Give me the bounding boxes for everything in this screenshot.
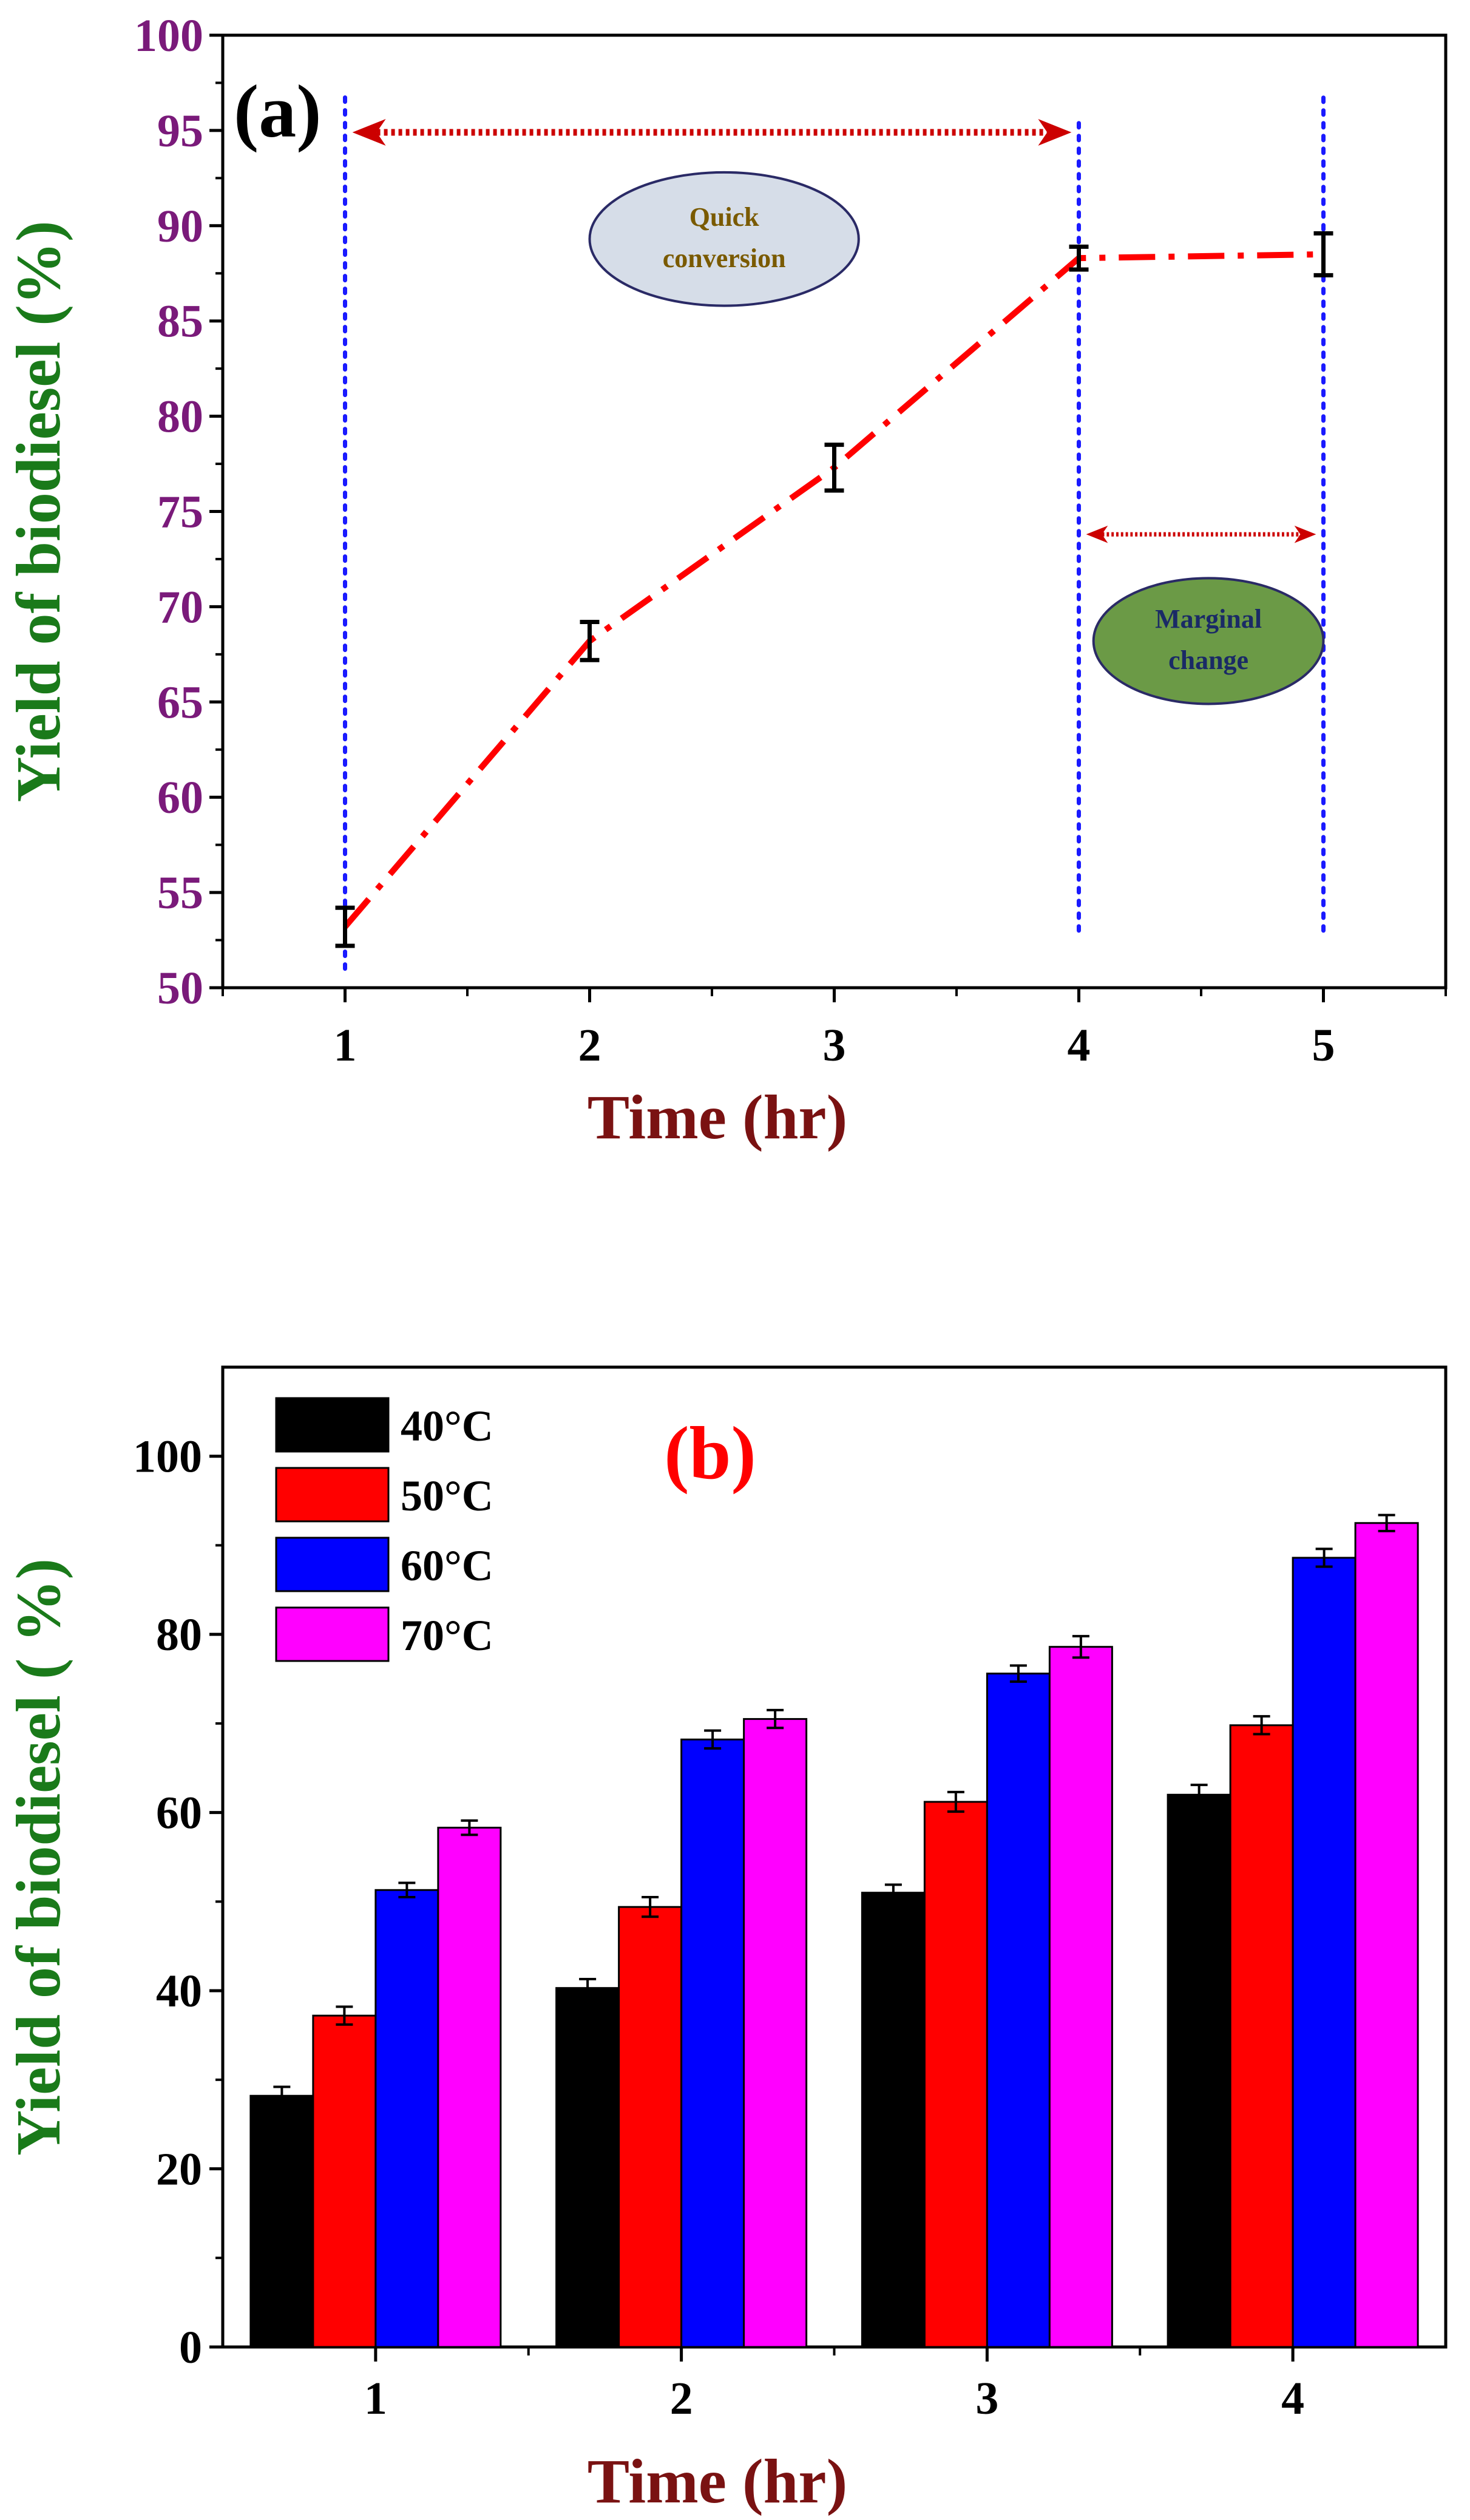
bar-40c	[249, 2094, 314, 2348]
panel-label-b: (b)	[664, 1411, 756, 1495]
arrow-head-left	[352, 119, 386, 146]
y-tick-label-a: 65	[157, 677, 203, 728]
plot-frame-a	[221, 33, 1448, 990]
bar-50c	[618, 1906, 683, 2348]
quick-conversion-ellipse	[588, 171, 860, 307]
y-axis-title-b: Yield of biodiesel ( %)	[4, 1558, 73, 2156]
x-tick-label-b: 2	[670, 2373, 693, 2424]
panel-label-a: (a)	[234, 70, 322, 153]
x-tick-label-b: 1	[364, 2373, 387, 2424]
legend-swatch	[275, 1397, 390, 1453]
annotation-text: conversion	[663, 243, 786, 273]
y-tick-label-a: 90	[157, 201, 203, 252]
y-tick-label-b: 20	[156, 2144, 202, 2195]
y-tick-label-b: 60	[156, 1788, 202, 1839]
x-tick-label-a: 5	[1312, 1020, 1335, 1071]
bar-70c	[1048, 1646, 1113, 2348]
y-tick-label-a: 100	[134, 10, 203, 61]
annotation-text: Marginal	[1155, 604, 1262, 634]
panel-b-bar-chart: 0 20 40 60 80 100 1 2 3 4 40°C 50°C 60°C 70°C Time (hr…	[4, 1365, 1448, 2516]
bar-70c	[1354, 1522, 1419, 2348]
marginal-change-ellipse	[1092, 577, 1325, 705]
arrow-head-right	[1294, 525, 1316, 543]
y-tick-label-a: 70	[157, 582, 203, 633]
y-tick-label-a: 95	[157, 106, 203, 157]
y-tick-label-a: 55	[157, 868, 203, 919]
y-tick-label-b: 80	[156, 1609, 202, 1660]
arrow-head-left	[1086, 525, 1108, 543]
arrow-head-right	[1038, 119, 1072, 146]
y-tick-label-b: 100	[133, 1432, 202, 1482]
panel-a-line-chart: 50 55 60 65 70 75 80 85 90 95 100 1 2 3 4 5 Quick convers…	[4, 10, 1448, 1152]
bar-70c	[743, 1718, 808, 2348]
bar-50c	[1229, 1724, 1294, 2348]
bar-40c	[861, 1892, 926, 2348]
x-tick-label-a: 3	[823, 1020, 846, 1071]
y-tick-label-b: 40	[156, 1966, 202, 2017]
annotation-text: change	[1168, 645, 1248, 675]
x-axis-title-b: Time (hr)	[588, 2447, 847, 2516]
x-tick-label-b: 4	[1281, 2373, 1304, 2424]
y-tick-label-a: 75	[157, 487, 203, 538]
bar-40c	[1167, 1793, 1231, 2348]
legend-swatch	[275, 1606, 390, 1662]
legend-label: 50°C	[401, 1472, 493, 1520]
x-axis-title-a: Time (hr)	[588, 1082, 847, 1152]
y-tick-label-a: 60	[157, 772, 203, 823]
x-tick-label-a: 1	[334, 1020, 357, 1071]
legend-swatch	[275, 1467, 390, 1523]
y-tick-label-a: 80	[157, 392, 203, 443]
bar-40c	[555, 1987, 620, 2348]
x-tick-label-a: 2	[578, 1020, 601, 1071]
legend-swatch	[275, 1537, 390, 1592]
annotation-text: Quick	[689, 202, 759, 232]
legend-label: 70°C	[401, 1611, 493, 1660]
bar-60c	[374, 1889, 439, 2348]
bar-70c	[437, 1827, 502, 2348]
legend-label: 40°C	[401, 1402, 493, 1450]
x-tick-label-b: 3	[975, 2373, 998, 2424]
y-tick-label-a: 85	[157, 296, 203, 347]
x-tick-label-a: 4	[1068, 1020, 1091, 1071]
y-tick-label-a: 50	[157, 963, 203, 1014]
bar-50c	[923, 1801, 988, 2348]
legend-label: 60°C	[401, 1541, 493, 1590]
bar-60c	[680, 1738, 745, 2348]
bar-60c	[1292, 1557, 1357, 2348]
bar-60c	[986, 1673, 1051, 2348]
y-axis-title-a: Yield of biodiesel (%)	[4, 220, 73, 802]
bar-50c	[312, 2014, 377, 2348]
y-tick-label-b: 0	[179, 2322, 202, 2373]
